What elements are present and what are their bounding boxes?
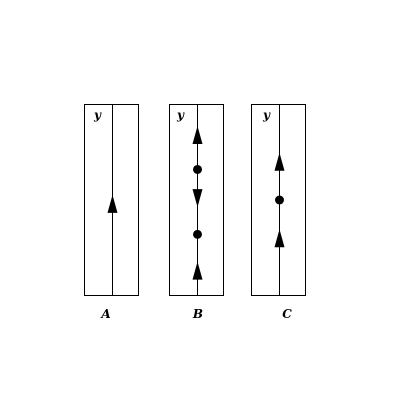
panel-b-equilibrium-dot-1 <box>193 229 202 239</box>
panel-c-axis-label: y <box>262 108 271 122</box>
panel-b-arrow-up-1 <box>192 261 203 280</box>
panel-c-label: C <box>282 307 292 321</box>
panel-c-arrow-up-2 <box>274 152 285 171</box>
panel-a-markers <box>107 194 118 213</box>
panel-b-frame <box>169 104 224 296</box>
panel-c-frame <box>251 104 306 296</box>
panel-b-equilibrium-dot-2 <box>193 164 202 174</box>
panel-b-label: B <box>192 307 203 321</box>
panel-b-arrow-down-2 <box>192 189 203 208</box>
panel-b: y B <box>169 104 224 321</box>
panel-a-frame <box>84 104 139 296</box>
panel-b-axis-label: y <box>176 108 185 122</box>
panel-c-arrow-up-1 <box>274 229 285 248</box>
panel-c-equilibrium-dot-1 <box>275 195 284 205</box>
panel-a-arrow-up-1 <box>107 194 118 213</box>
panel-b-arrow-up-3 <box>192 126 203 145</box>
panel-c-markers <box>274 152 285 248</box>
panel-a-axis-label: y <box>93 108 102 122</box>
panel-b-markers <box>192 126 203 280</box>
panel-a: y A <box>84 104 139 321</box>
panel-a-label: A <box>100 307 110 321</box>
panel-c: y C <box>251 104 306 321</box>
